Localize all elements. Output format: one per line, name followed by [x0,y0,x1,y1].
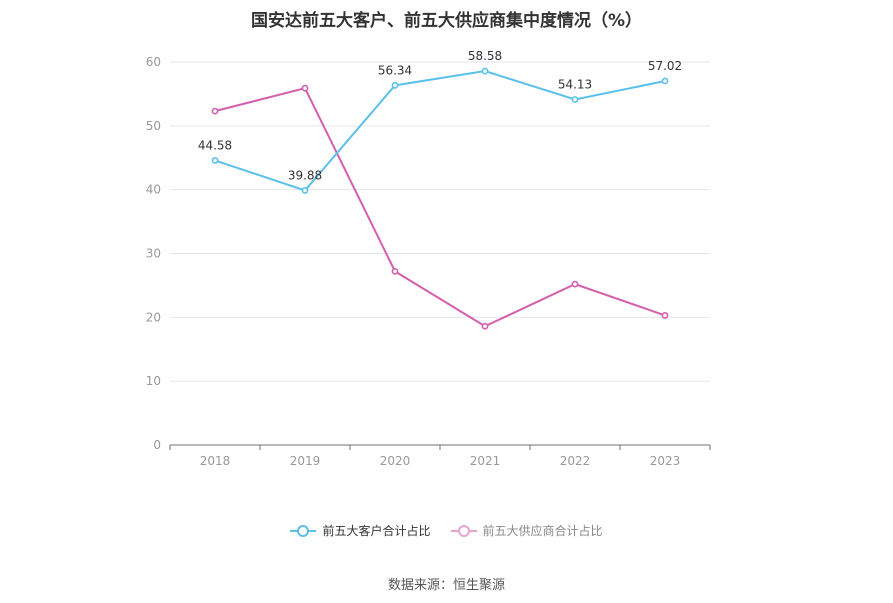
data-point-1 [661,312,669,319]
data-point-1 [481,322,489,330]
data-point-1 [391,267,399,275]
data-point-1 [301,84,309,92]
x-tick-label: 2023 [650,454,681,468]
y-tick-label: 60 [146,55,161,69]
data-point-0 [571,96,579,103]
y-tick-label: 40 [146,183,161,197]
series-lines [211,67,669,330]
grid-lines [170,61,710,382]
data-point-0 [481,67,489,75]
y-tick-label: 30 [146,247,161,261]
data-label: 57.02 [648,59,682,73]
data-label: 44.58 [198,138,232,152]
legend-marker-suppliers [450,524,477,537]
data-source: 数据来源：恒生聚源 [387,578,505,593]
chart-title: 国安达前五大客户、前五大供应商集中度情况（%） [250,11,643,31]
x-tick-label: 2020 [380,454,411,468]
data-point-0 [661,77,669,85]
y-tick-label: 50 [146,119,161,133]
axes: 0 10 20 30 40 50 60 2018 2019 2020 2021 2022 2023 [146,55,711,468]
data-label: 39.88 [288,168,322,182]
x-tick-label: 2019 [290,454,321,468]
data-point-0 [211,157,219,164]
legend-label-suppliers: 前五大供应商合计占比 [482,524,603,538]
data-label: 58.58 [468,49,502,63]
y-tick-label: 0 [153,438,161,452]
data-point-1 [211,107,219,115]
legend: 前五大客户合计占比 前五大供应商合计占比 [0,522,893,539]
x-tick-label: 2022 [560,454,591,468]
series-line-0 [214,70,666,192]
data-point-0 [301,187,309,194]
data-point-0 [391,81,399,89]
legend-item-suppliers[interactable]: 前五大供应商合计占比 [450,522,603,539]
data-point-1 [571,280,579,288]
legend-item-customers[interactable]: 前五大客户合计占比 [290,522,431,539]
y-tick-label: 20 [146,310,161,324]
series-line-1 [214,87,666,328]
legend-label-customers: 前五大客户合计占比 [322,524,431,538]
data-labels: 44.58 39.88 56.34 58.58 54.13 57.02 [198,49,682,182]
x-tick-label: 2021 [470,454,501,468]
data-label: 54.13 [558,77,592,91]
x-tick-label: 2018 [200,454,231,468]
data-label: 56.34 [378,63,412,77]
legend-marker-customers [290,524,317,537]
y-tick-label: 10 [146,374,161,388]
